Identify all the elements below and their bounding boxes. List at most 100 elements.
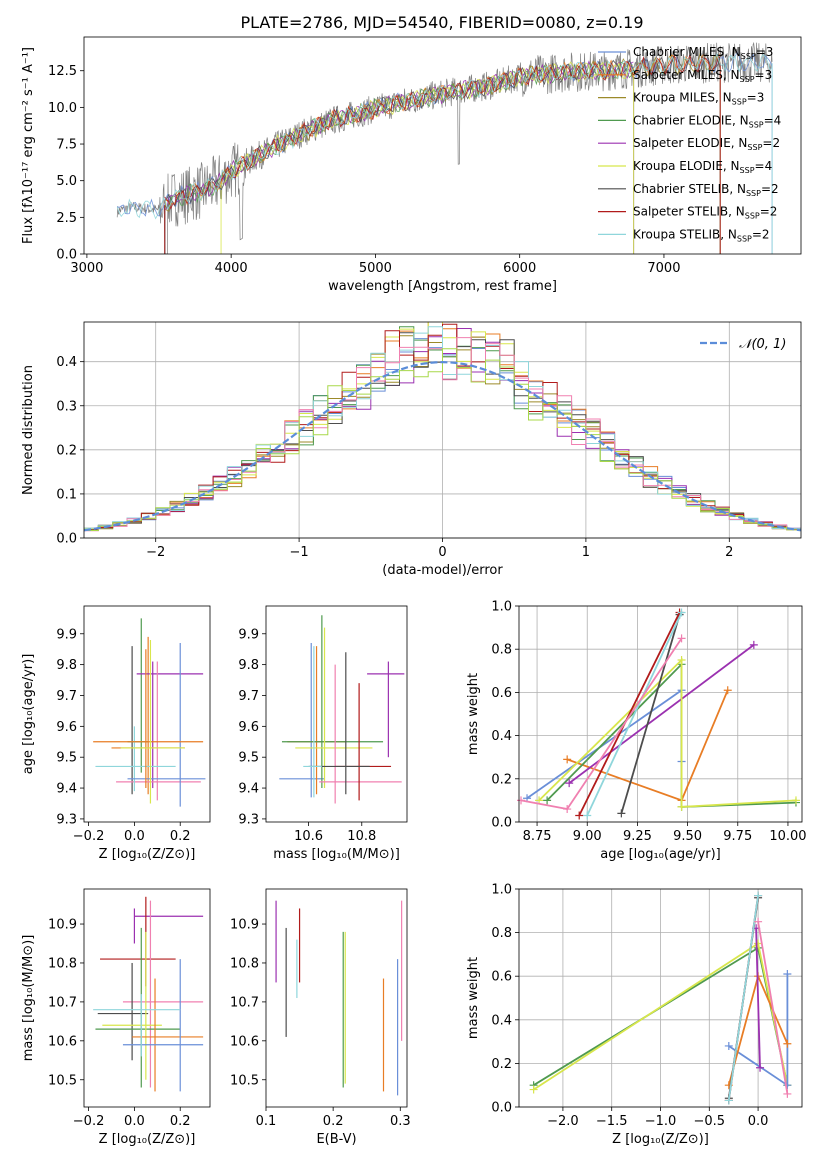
legend-entry: Salpeter STELIB, NSSP=2 [633, 205, 777, 221]
y-tick-label: 9.4 [56, 782, 77, 797]
weight-point [563, 755, 572, 764]
weight-point [565, 779, 574, 788]
y-tick-label: 0.2 [491, 1057, 512, 1072]
y-tick-label: 0.4 [491, 1013, 512, 1028]
model-spectrum [116, 52, 772, 220]
legend-entry: Kroupa MILES, NSSP=3 [633, 91, 764, 107]
y-tick-label: 10.5 [48, 1073, 77, 1088]
weight-series [586, 612, 683, 816]
legend-value: =3 [747, 91, 765, 105]
axes-frame [265, 605, 408, 823]
residuals-plot [84, 322, 801, 532]
y-tick-label: 0.6 [491, 686, 512, 701]
weight-point [791, 796, 800, 805]
legend-entry: Chabrier ELODIE, NSSP=4 [633, 113, 781, 129]
y-tick-label: 9.8 [238, 658, 259, 673]
x-axis-label: wavelength [Angstrom, rest frame] [328, 279, 557, 294]
weight-point [583, 811, 592, 820]
weight-series [727, 895, 759, 1101]
weight-point [783, 1089, 792, 1098]
legend-label: Salpeter STELIB, N [633, 205, 745, 219]
legend-subscript: SSP [741, 52, 756, 61]
legend-value: =3 [755, 68, 773, 82]
x-axis-label: (data-model)/error [382, 563, 503, 578]
legend-subscript: SSP [747, 143, 762, 152]
weight-series [757, 921, 789, 1095]
weight-point [529, 1085, 538, 1094]
legend-subscript: SSP [737, 234, 752, 243]
x-tick-label: 0.3 [390, 1114, 411, 1129]
x-axis-label: mass [log₁₀(M/M⊙)] [273, 847, 400, 862]
legend-value: =2 [760, 205, 778, 219]
legend-subscript: SSP [746, 189, 761, 198]
weight-point [783, 1081, 792, 1090]
y-axis-label: Normed distribution [21, 365, 36, 495]
weight-series [755, 928, 761, 1068]
x-tick-label: 10.8 [347, 829, 376, 844]
y-tick-label: 9.5 [238, 751, 259, 766]
x-tick-label: 9.25 [623, 829, 652, 844]
y-tick-label: 10.9 [230, 918, 259, 933]
legend-entry: Chabrier MILES, NSSP=3 [633, 45, 773, 61]
mass-Z-plot [93, 896, 204, 1092]
x-tick-label: 9.50 [673, 829, 702, 844]
weight-point [754, 939, 763, 948]
y-tick-label: 0.0 [491, 816, 512, 831]
legend-entry: Kroupa ELODIE, NSSP=4 [633, 159, 772, 175]
spectrum-panel: 3000 4000 5000 6000 7000 0.0 2.5 5.0 7.5 10.0 12.5… [21, 36, 802, 294]
legend-value: =2 [761, 182, 779, 196]
weight-point [563, 805, 572, 814]
weight-age-panel: 8.75 9.00 9.25 9.50 9.75 10.00 0.0 0.2 0.4 0.6 0.8… [466, 600, 807, 863]
x-axis-label: Z [log₁₀(Z/Z⊙)] [99, 847, 196, 862]
legend-entry: 𝒩(0, 1) [739, 337, 786, 352]
x-tick-label: 9.75 [723, 829, 752, 844]
weight-point [543, 796, 552, 805]
y-axis-label: age [log₁₀(age/yr)] [21, 654, 36, 775]
legend-value: =3 [756, 45, 774, 59]
legend-entry: Salpeter MILES, NSSP=3 [633, 68, 772, 84]
y-tick-label: 9.6 [238, 720, 259, 735]
weight-series [526, 688, 683, 799]
weight-point [517, 796, 526, 805]
legend-subscript: SSP [740, 166, 755, 175]
weight-point [754, 891, 763, 900]
y-tick-label: 9.7 [56, 689, 77, 704]
legend-label: Chabrier STELIB, N [633, 182, 746, 196]
mass-ebv-panel: 0.1 0.2 0.3 10.5 10.6 10.7 10.8 10.9 E(B-V) [230, 888, 411, 1147]
y-tick-label: 1.0 [491, 600, 512, 615]
y-axis-label: mass weight [466, 957, 481, 1039]
figure-title: PLATE=2786, MJD=54540, FIBERID=0080, z=0… [240, 13, 643, 32]
weight-point [677, 802, 686, 811]
age-Z-panel: −0.2 0.0 0.2 9.3 9.4 9.5 9.6 9.7 9.8 9.9 Z [log₁₀(… [21, 605, 211, 862]
mass-Z-panel: −0.2 0.0 0.2 10.5 10.6 10.7 10.8 10.9 Z [log₁₀(Z… [21, 888, 211, 1147]
x-axis-label: Z [log₁₀(Z/Z⊙)] [612, 1132, 709, 1147]
x-tick-label: −2 [146, 545, 165, 560]
y-tick-label: 10.0 [48, 101, 77, 116]
residuals-panel: −2 −1 0 1 2 0.0 0.1 0.2 0.3 0.4 (data-model)/error… [21, 321, 802, 578]
y-tick-label: 9.4 [238, 782, 259, 797]
y-tick-label: 10.7 [230, 995, 259, 1010]
weight-point [677, 634, 686, 643]
legend-value: =4 [755, 159, 773, 173]
age-mass-plot [279, 615, 405, 804]
y-tick-label: 12.5 [48, 64, 77, 79]
y-tick-label: 0.2 [56, 443, 77, 458]
model-spectrum [220, 61, 634, 185]
x-tick-label: −1.0 [645, 1114, 677, 1129]
y-tick-label: 10.8 [48, 956, 77, 971]
y-tick-label: 0.8 [491, 926, 512, 941]
spectrum-legend: Chabrier MILES, NSSP=3 Salpeter MILES, NS… [598, 45, 781, 243]
y-tick-label: 0.1 [56, 487, 77, 502]
x-tick-label: 10.00 [769, 829, 806, 844]
legend-label: Kroupa ELODIE, N [633, 159, 740, 173]
legend-value: =2 [762, 136, 780, 150]
y-tick-label: 5.0 [56, 174, 77, 189]
y-tick-label: 0.3 [56, 399, 77, 414]
weight-point [617, 809, 626, 818]
y-tick-label: 0.8 [491, 643, 512, 658]
x-tick-label: 0.1 [256, 1114, 277, 1129]
weight-point [723, 686, 732, 695]
axes-frame [83, 36, 802, 255]
y-tick-label: 0.0 [56, 248, 77, 263]
